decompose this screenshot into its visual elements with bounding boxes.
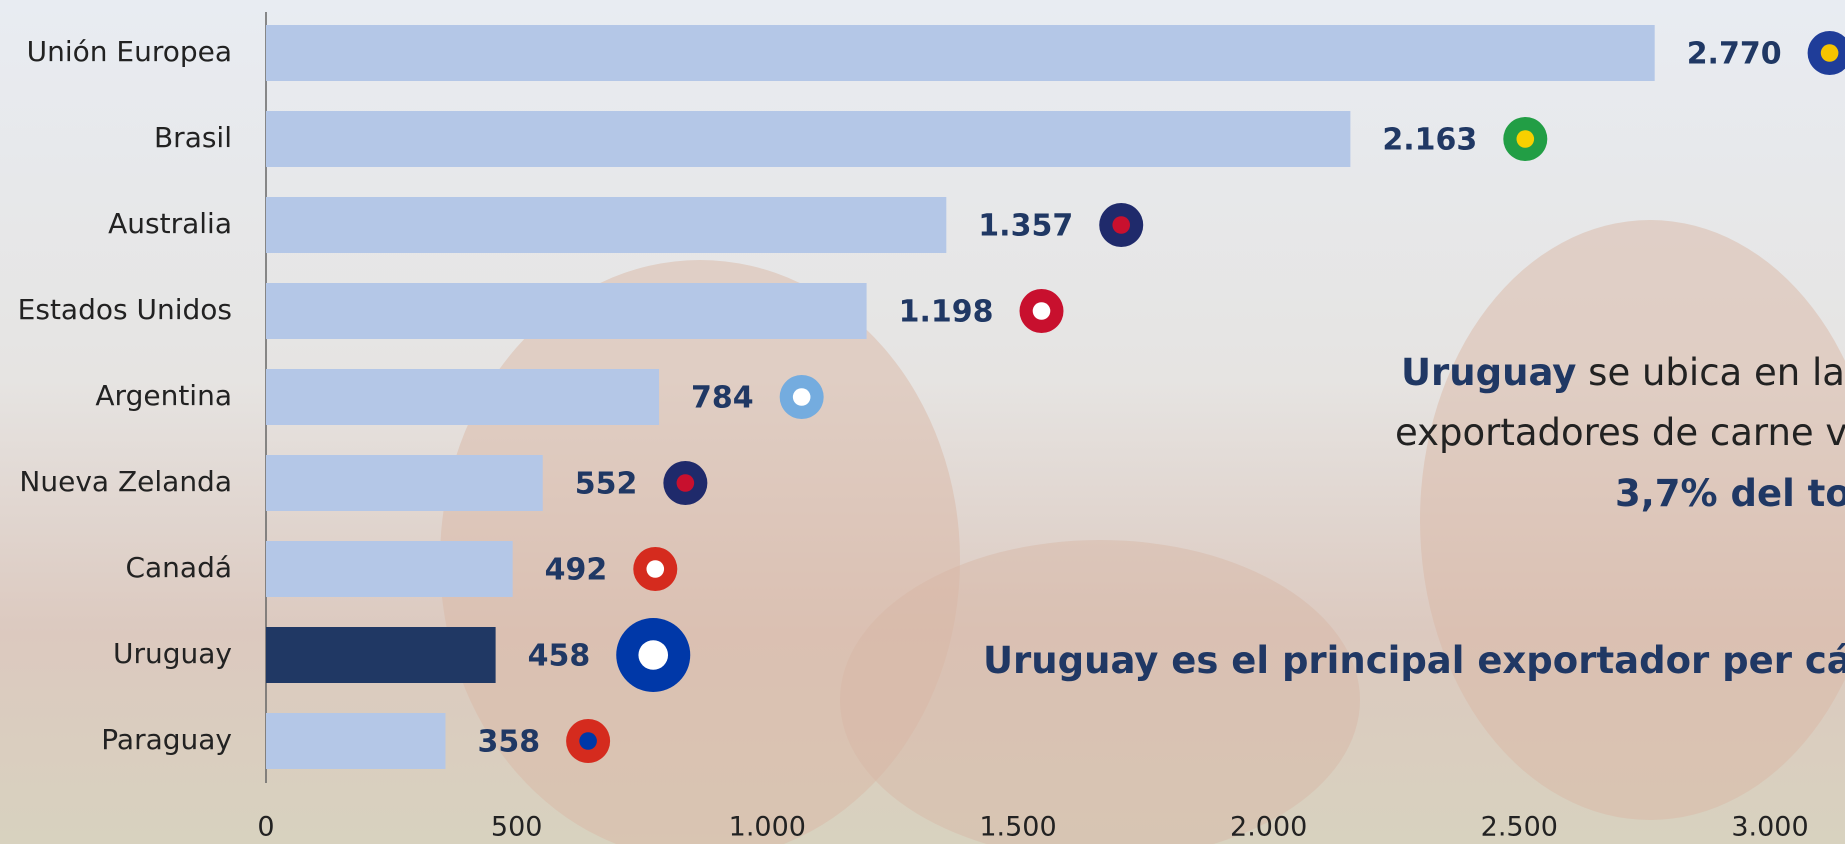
value-label: 552: [575, 467, 638, 502]
y-tick-label: Australia: [108, 207, 232, 240]
annotation: exportadores de carne v: [1395, 411, 1845, 454]
bar: [266, 197, 947, 253]
value-label: 1.198: [899, 295, 994, 330]
value-label: 784: [691, 381, 754, 416]
background-shape: [1420, 220, 1845, 820]
y-tick-label: Uruguay: [113, 637, 232, 670]
value-label: 2.163: [1382, 123, 1477, 158]
x-tick-label: 3.000: [1731, 812, 1808, 843]
flag-icon-detail: [1516, 130, 1535, 148]
x-tick-label: 0: [257, 812, 274, 843]
annotation: 3,7% del tot: [1615, 472, 1845, 515]
bar: [266, 25, 1655, 81]
flag-icon-detail: [1032, 302, 1051, 320]
annotation-part: 3,7% del tot: [1615, 472, 1845, 515]
bar: [266, 713, 446, 769]
flag-icon-detail: [579, 732, 597, 750]
flag-icon-detail: [676, 474, 695, 492]
y-tick-label: Canadá: [125, 551, 232, 584]
y-tick-label: Estados Unidos: [18, 293, 232, 326]
value-label: 358: [477, 725, 540, 760]
flag-icon-detail: [638, 640, 669, 670]
x-tick-label: 1.000: [729, 812, 806, 843]
value-label: 2.770: [1687, 37, 1782, 72]
x-tick-label: 2.500: [1481, 812, 1558, 843]
bar: [266, 283, 867, 339]
flag-icon-detail: [646, 560, 665, 578]
value-label: 458: [528, 639, 591, 674]
flag-icon-detail: [1112, 216, 1131, 234]
x-tick-label: 1.500: [979, 812, 1056, 843]
bar: [266, 455, 543, 511]
y-tick-label: Nueva Zelanda: [19, 465, 232, 498]
annotation-part: exportadores de carne v: [1395, 411, 1845, 454]
y-tick-label: Brasil: [154, 121, 232, 154]
value-label: 1.357: [978, 209, 1073, 244]
y-tick-label: Argentina: [95, 379, 232, 412]
bar: [266, 369, 660, 425]
flag-icon-detail: [1820, 44, 1839, 62]
x-tick-label: 500: [491, 812, 543, 843]
annotation-part: Uruguay es el principal exportador per c…: [983, 639, 1845, 682]
annotation-part: se ubica en la: [1576, 351, 1845, 394]
x-tick-label: 2.000: [1230, 812, 1307, 843]
flag-icon-detail: [792, 388, 811, 406]
y-tick-label: Paraguay: [101, 723, 232, 756]
annotation: Uruguay es el principal exportador per c…: [983, 639, 1845, 682]
bar: [266, 627, 496, 683]
annotation-part: Uruguay: [1401, 351, 1576, 394]
background-shape: [840, 540, 1360, 844]
annotation: Uruguay se ubica en la: [1401, 351, 1845, 394]
bar: [266, 111, 1351, 167]
bar: [266, 541, 513, 597]
value-label: 492: [545, 553, 608, 588]
y-tick-label: Unión Europea: [27, 35, 232, 68]
